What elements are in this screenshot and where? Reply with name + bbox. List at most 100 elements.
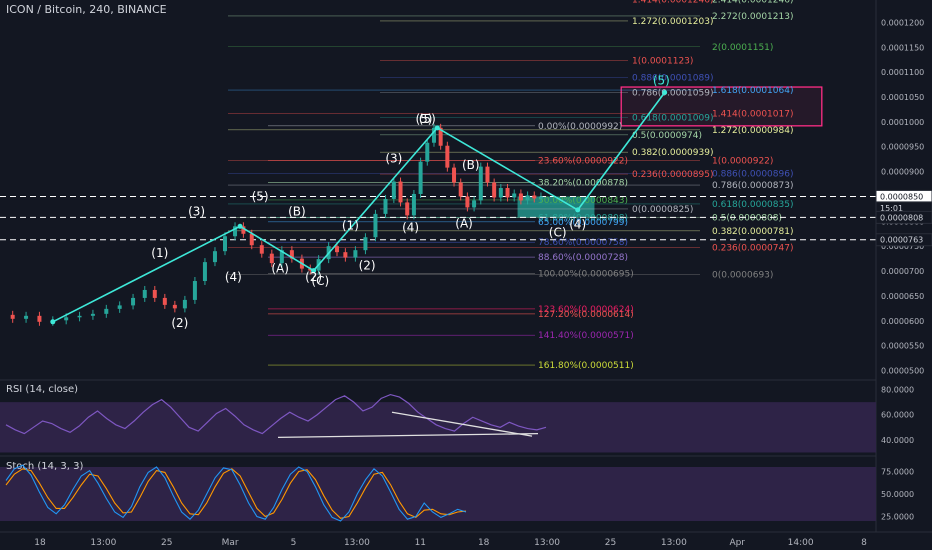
fib-ext-label: 0.886(0.0000896) bbox=[712, 170, 793, 180]
candle-body bbox=[249, 233, 254, 246]
wave-point bbox=[50, 319, 56, 325]
candle-body bbox=[90, 313, 95, 316]
candle-body bbox=[518, 193, 523, 201]
wave-label: (2) bbox=[305, 270, 322, 284]
price-label-text: 0.0000808 bbox=[880, 213, 923, 222]
time-tick-label: 13:00 bbox=[344, 538, 370, 548]
candle-body bbox=[131, 297, 136, 306]
price-label-box bbox=[875, 210, 932, 224]
time-tick-label: 8 bbox=[861, 538, 867, 548]
fib-ext-label: 1.272(0.0000984) bbox=[712, 126, 793, 136]
candle-body bbox=[212, 251, 217, 263]
candle-body bbox=[142, 289, 147, 298]
time-tick-label: 25 bbox=[605, 538, 616, 548]
candle-body bbox=[431, 127, 436, 143]
candle-body bbox=[498, 188, 503, 198]
candle-body bbox=[37, 315, 42, 322]
fib-mid-label: 0.618(0.0001009) bbox=[632, 113, 713, 123]
wave-label: (4) bbox=[569, 217, 586, 231]
candle-body bbox=[279, 250, 284, 264]
rsi-tick-label: 80.0000 bbox=[881, 386, 914, 395]
candle-body bbox=[405, 202, 410, 216]
candle-body bbox=[465, 196, 470, 208]
fib-ext-label: 0.786(0.0000873) bbox=[712, 181, 793, 191]
wave-point bbox=[311, 268, 317, 274]
stoch-tick-label: 50.0000 bbox=[881, 490, 914, 499]
wave-label: (3) bbox=[188, 204, 205, 218]
price-tick-label: 0.0001150 bbox=[881, 43, 924, 52]
wave-label: (C) bbox=[549, 225, 567, 239]
stoch-k-line bbox=[5, 464, 467, 522]
fib-mid-label: 0(0.0000825) bbox=[632, 205, 693, 215]
wave-point bbox=[662, 90, 668, 96]
time-tick-label: Mar bbox=[222, 538, 239, 548]
wave-label: (2) bbox=[171, 316, 188, 330]
wave-label: (5) bbox=[653, 74, 670, 88]
wave-label: (A) bbox=[271, 262, 289, 276]
rsi-line bbox=[5, 393, 547, 435]
fib-mid-label: 0.786(0.0001059) bbox=[632, 89, 713, 99]
candle-body bbox=[492, 182, 497, 198]
wave-label: (1) bbox=[342, 218, 359, 232]
wave-point bbox=[434, 125, 440, 131]
candle-body bbox=[233, 226, 238, 237]
wave-label: (5) bbox=[419, 112, 436, 126]
fib-level-label: 127.20%(0.0000614) bbox=[538, 310, 634, 320]
candle-body bbox=[10, 314, 15, 319]
candle-body bbox=[373, 213, 378, 238]
time-tick-label: 5 bbox=[291, 538, 297, 548]
candle-body bbox=[445, 145, 450, 168]
rsi-tick-label: 40.0000 bbox=[881, 436, 914, 445]
price-tick-label: 0.0000550 bbox=[881, 342, 924, 351]
wave-label: (3) bbox=[385, 152, 402, 166]
rsi-tick-label: 60.0000 bbox=[881, 411, 914, 420]
fib-ext-label: 0.618(0.0000835) bbox=[712, 200, 793, 210]
price-label-text: 0.0000850 bbox=[880, 192, 923, 201]
candle-body bbox=[182, 299, 187, 309]
candle-body bbox=[512, 193, 517, 198]
candle-body bbox=[241, 226, 246, 234]
wave-point bbox=[237, 223, 243, 229]
rsi-band bbox=[0, 402, 876, 453]
candle-body bbox=[77, 315, 82, 318]
price-label-box bbox=[875, 233, 932, 247]
stoch-d-line bbox=[5, 468, 467, 519]
fib-level-label: 161.80%(0.0000511) bbox=[538, 361, 634, 371]
fib-ext-label: 2(0.0001151) bbox=[712, 43, 773, 53]
candle-body bbox=[485, 166, 490, 183]
candle-body bbox=[438, 127, 443, 146]
candle-body bbox=[259, 245, 264, 254]
candle-body bbox=[418, 161, 423, 194]
fib-level-label: 123.60%(0.0000624) bbox=[538, 305, 634, 315]
time-tick-label: 14:00 bbox=[788, 538, 814, 548]
fib-level-label: 65.00%(0.0000799) bbox=[538, 218, 628, 228]
price-tick-label: 0.0001200 bbox=[881, 18, 924, 27]
time-tick-label: 13:00 bbox=[90, 538, 116, 548]
price-tick-label: 0.0000500 bbox=[881, 367, 924, 376]
candle-body bbox=[391, 181, 396, 199]
wave-label: (5) bbox=[415, 112, 432, 126]
candle-body bbox=[398, 181, 403, 203]
fib-mid-label: 1.272(0.0001203) bbox=[632, 17, 713, 27]
fib-level-label: 23.60%(0.0000922) bbox=[538, 157, 628, 167]
fib-level-label: 50.00%(0.0000843) bbox=[538, 196, 628, 206]
fib-level-label: 0.00%(0.0000992) bbox=[538, 122, 622, 132]
candle-body bbox=[425, 142, 430, 162]
candle-body bbox=[452, 167, 457, 183]
fib-ext-label: 0.236(0.0000747) bbox=[712, 244, 793, 254]
price-tick-label: 0.0000900 bbox=[881, 168, 924, 177]
price-tick-label: 0.0000600 bbox=[881, 317, 924, 326]
fib-mid-label: 1.414(0.0001246) bbox=[632, 0, 713, 6]
fib-mid-label: 0.236(0.0000895) bbox=[632, 170, 713, 180]
candle-body bbox=[343, 252, 348, 258]
candle-body bbox=[289, 250, 294, 259]
price-label-text: 15:01 bbox=[880, 204, 903, 213]
candle-body bbox=[363, 237, 368, 251]
wave-label: (4) bbox=[225, 270, 242, 284]
candle-body bbox=[269, 253, 274, 264]
candle-body bbox=[478, 166, 483, 201]
time-tick-label: 18 bbox=[478, 538, 490, 548]
candle-body bbox=[411, 193, 416, 216]
price-tick-label: 0.0001050 bbox=[881, 93, 924, 102]
